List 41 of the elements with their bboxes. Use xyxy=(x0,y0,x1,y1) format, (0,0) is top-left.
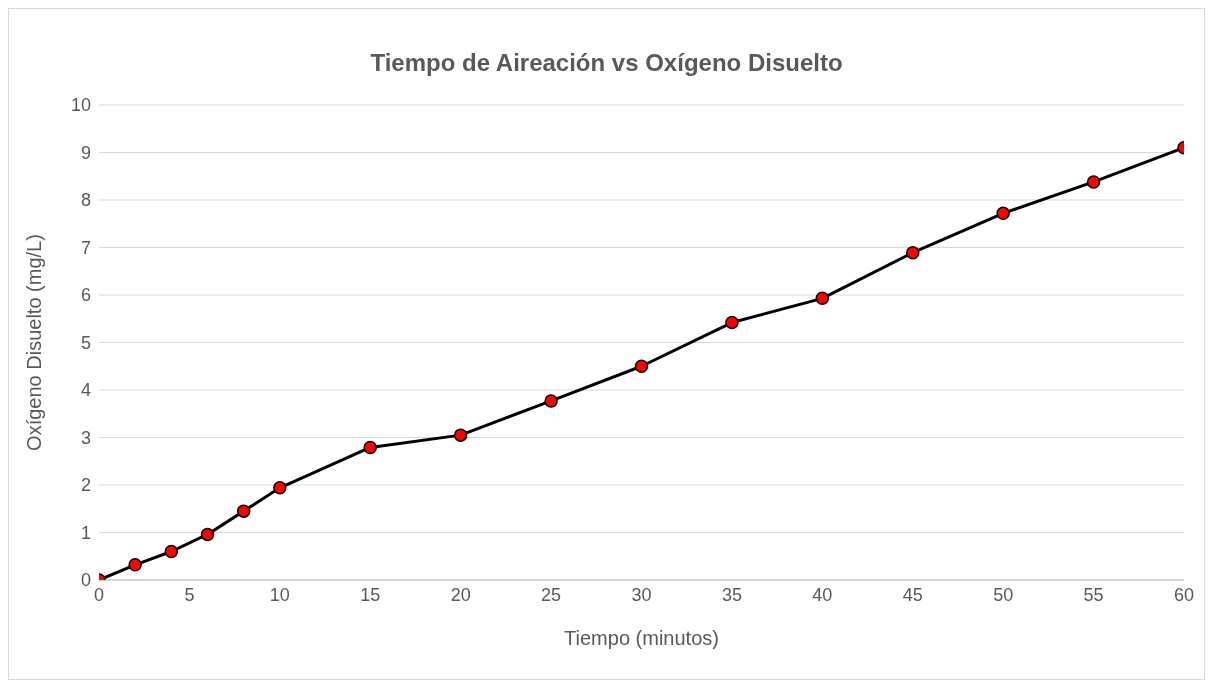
point xyxy=(128,558,142,572)
y-tick-label: 3 xyxy=(80,427,91,448)
y-tick-label: 8 xyxy=(80,190,91,211)
x-tick-label: 30 xyxy=(631,584,652,605)
point xyxy=(363,440,377,455)
x-tick-label: 40 xyxy=(812,584,833,605)
x-tick-label: 25 xyxy=(541,584,562,605)
point xyxy=(815,291,830,306)
point xyxy=(236,504,251,518)
point xyxy=(453,428,468,442)
point xyxy=(906,245,920,260)
x-axis-title: Tiempo (minutos) xyxy=(564,627,719,649)
y-tick-label: 0 xyxy=(80,570,91,591)
x-tick-label: 0 xyxy=(93,584,105,605)
x-tick-label: 45 xyxy=(902,584,923,605)
x-tick-label: 10 xyxy=(269,584,290,605)
point xyxy=(1086,175,1101,189)
chart-title: Tiempo de Aireación vs Oxígeno Disuelto xyxy=(369,48,844,78)
x-tick-label: 20 xyxy=(450,584,471,605)
x-tick-label: 5 xyxy=(184,584,195,605)
x-tick-label: 60 xyxy=(1173,584,1195,605)
y-tick-label: 9 xyxy=(80,142,91,163)
y-tick-label: 10 xyxy=(70,95,91,116)
point xyxy=(164,544,179,559)
y-tick-label: 2 xyxy=(80,475,91,496)
x-tick-label: 35 xyxy=(721,584,742,605)
x-tick-label: 50 xyxy=(993,584,1014,605)
x-tick-label: 15 xyxy=(360,584,381,605)
y-tick-label: 4 xyxy=(80,380,91,401)
x-tick-label: 55 xyxy=(1083,584,1104,605)
point xyxy=(273,481,287,495)
y-tick-label: 7 xyxy=(80,237,91,258)
point xyxy=(200,527,215,542)
y-axis-title: Oxígeno Disuelto (mg/L) xyxy=(23,234,46,451)
point xyxy=(996,206,1010,221)
y-tick-label: 1 xyxy=(80,522,91,543)
point xyxy=(634,359,649,373)
point xyxy=(725,315,739,330)
y-tick-label: 6 xyxy=(80,285,91,306)
point xyxy=(544,394,558,408)
y-tick-label: 5 xyxy=(80,332,91,353)
